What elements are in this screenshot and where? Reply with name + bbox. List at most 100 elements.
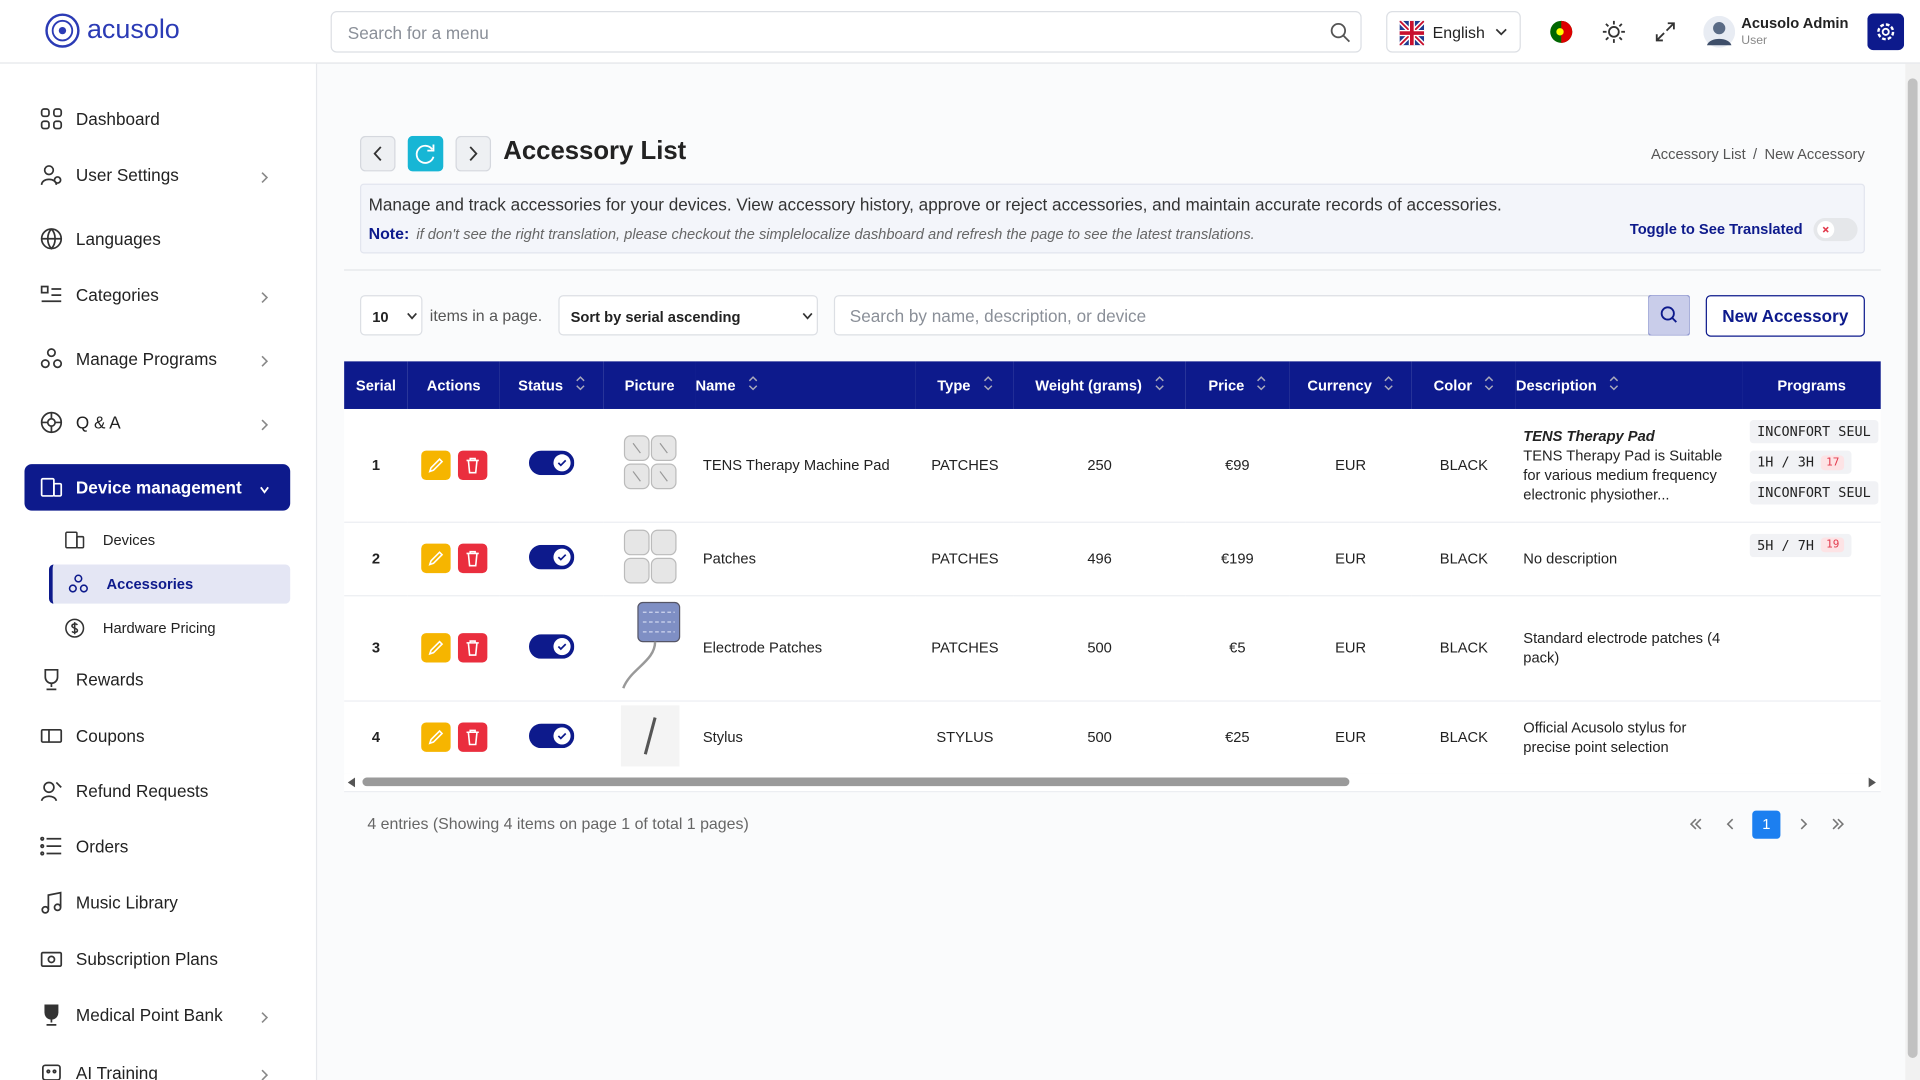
last-page[interactable] [1820,818,1856,830]
sidebar-item[interactable]: Manage Programs [24,336,290,383]
settings-button[interactable] [1867,13,1905,51]
page-scrollbar[interactable] [1905,63,1920,1080]
icon-path [576,376,585,391]
scroll-left[interactable] [347,777,356,788]
description: Standard electrode patches (4 pack) [1523,629,1721,667]
breadcrumb: Accessory List / New Accessory [1651,146,1865,163]
icon-path [427,551,443,566]
language-select[interactable]: English [1386,11,1521,53]
edit-button[interactable] [420,543,451,574]
sidebar-item[interactable]: AI Training [24,1049,290,1080]
sidebar-item[interactable]: Rewards [24,656,290,703]
icon-part [528,544,575,569]
cell: 250 [1013,408,1186,523]
sidebar-item[interactable]: Categories [24,272,290,319]
status-toggle[interactable] [528,633,575,662]
column-header[interactable]: Description [1515,361,1743,409]
column-header[interactable]: Name [695,361,916,409]
column-header[interactable]: Currency [1289,361,1412,409]
sidebar-subitem[interactable]: Accessories [48,564,291,604]
prev-page[interactable] [1713,818,1749,830]
sidebar-item[interactable]: Coupons [24,713,290,760]
column-header[interactable]: Status [499,361,604,409]
status [499,595,604,702]
sort-select[interactable]: Sort by serial ascending [558,295,818,336]
sidebar-subitem[interactable]: Devices [49,520,290,559]
sidebar-label: Music Library [75,892,178,913]
icon-part [553,454,571,472]
avatar[interactable] [1703,15,1736,48]
delete-button[interactable] [457,450,487,480]
sidebar-subitem[interactable]: Hardware Pricing [49,609,290,648]
next-page[interactable] [1784,818,1820,830]
translate-toggle[interactable] [1813,217,1858,242]
menu-search[interactable]: Search for a menu [330,11,1362,53]
sidebar-item[interactable]: Music Library [24,879,290,926]
breadcrumb-item[interactable]: Accessory List [1650,145,1746,163]
column-label: Weight (grams) [1035,377,1142,395]
status-toggle[interactable] [528,723,575,751]
column-header[interactable]: Weight (grams) [1013,361,1186,409]
fullscreen-button[interactable] [1654,21,1676,43]
column-label: Description [1515,377,1597,395]
icon-part [40,228,63,250]
column-header[interactable]: Price [1185,361,1290,409]
programs-cell [1742,700,1881,775]
sidebar-item[interactable]: Medical Point Bank [24,992,290,1039]
column-label: Actions [426,376,481,394]
column-header[interactable]: Type [915,361,1014,409]
actions [407,595,500,702]
search-button[interactable] [1648,295,1690,336]
program-label: INCONFORT SEUL [1757,484,1871,501]
sidebar-item[interactable]: Refund Requests [24,768,290,815]
cell: 500 [1013,700,1186,775]
icon-part [261,1069,269,1080]
icon-part [1608,26,1620,38]
icon-part [40,108,50,118]
icon-part [1330,22,1347,39]
delete-button[interactable] [457,633,487,663]
icon-path [643,716,656,755]
name: Electrode Patches [702,639,823,657]
edit-button[interactable] [420,633,451,663]
sidebar-item[interactable]: Languages [24,216,290,263]
country-icon[interactable] [1549,20,1573,44]
page-number[interactable]: 1 [1752,810,1781,839]
sidebar-item[interactable]: Q & A [24,399,290,446]
table-row: 3 Electrode Patches PATCHES 500 €5 EUR BLACK St… [344,595,1881,702]
first-page[interactable] [1678,818,1714,830]
icon-path [557,460,567,467]
refresh-button[interactable] [407,135,444,172]
table-scrollbar[interactable] [344,773,1881,793]
sidebar-item[interactable]: Subscription Plans [24,936,290,983]
back-button[interactable] [360,135,396,172]
delete-button[interactable] [457,722,487,752]
icon-part [1660,306,1675,321]
scroll-thumb[interactable] [1907,78,1918,1058]
sidebar-item[interactable]: Dashboard [24,96,290,143]
column-header[interactable]: Color [1411,361,1516,409]
status-toggle[interactable] [528,450,575,479]
table-container: Serial Actions Status Picture Name Type Weight… [344,361,1881,778]
theme-toggle[interactable] [1602,20,1626,44]
forward-button[interactable] [455,135,492,172]
table-search[interactable]: Search by name, description, or device [833,295,1690,336]
icon-part [465,729,479,746]
page-size-select[interactable]: 10 [360,295,423,336]
status-toggle[interactable] [528,544,575,572]
scroll-right[interactable] [1868,777,1876,788]
programs-cell [1742,595,1881,702]
scroll-thumb[interactable] [362,777,1350,787]
icon-part [1713,22,1726,35]
sidebar-item[interactable]: Orders [24,823,290,870]
edit-button[interactable] [420,450,451,480]
delete-button[interactable] [457,543,487,574]
sidebar-item[interactable]: User Settings [24,152,290,199]
sort-value: Sort by serial ascending [570,308,741,326]
edit-button[interactable] [420,722,451,752]
icon-part [528,450,575,476]
sidebar-item[interactable]: Device management [24,464,291,511]
program-label: 5H / 7H [1757,536,1814,553]
icon-part [465,550,479,567]
new-accessory-button[interactable]: New Accessory [1705,295,1865,337]
